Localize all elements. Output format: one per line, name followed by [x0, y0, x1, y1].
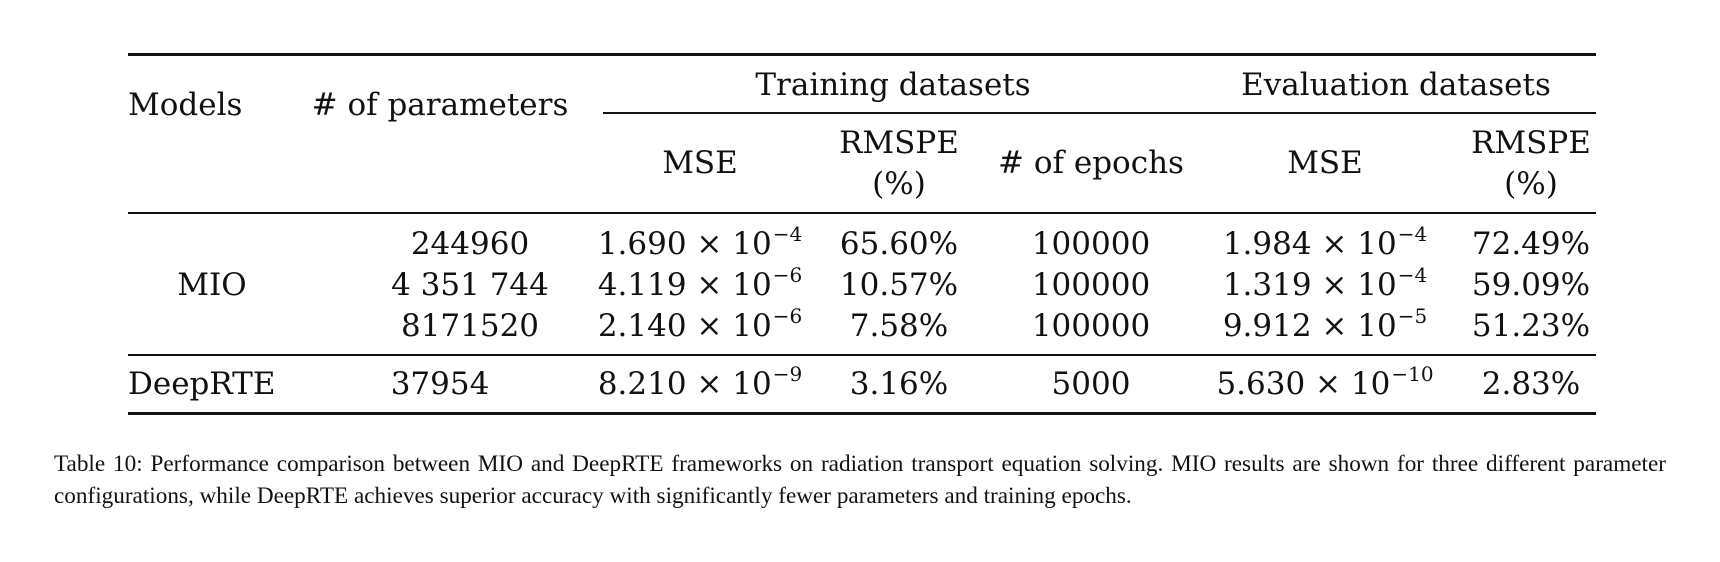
table-cell-train-rmspe: 10.57%: [839, 267, 959, 303]
group-separator-rule: [128, 354, 1596, 356]
table-cell-eval-rmspe: 51.23%: [1471, 308, 1591, 344]
table-cell-eval-mse: 9.912 × 10−5: [1222, 304, 1428, 344]
header-eval-rmspe: RMSPE: [1471, 125, 1591, 161]
table-cell-eval-mse: 1.984 × 10−4: [1222, 222, 1428, 262]
table-cell-train-mse: 4.119 × 10−6: [597, 263, 803, 303]
header-eval-rmspe-unit: (%): [1504, 166, 1558, 202]
header-evaluation-datasets: Evaluation datasets: [1241, 67, 1551, 103]
top-rule: [128, 53, 1596, 56]
header-epochs: # of epochs: [998, 145, 1184, 181]
header-training-datasets: Training datasets: [755, 67, 1031, 103]
table-cell-eval-rmspe: 72.49%: [1471, 226, 1591, 262]
table-caption: Table 10: Performance comparison between…: [54, 451, 1666, 509]
table-cell-epochs: 5000: [1051, 366, 1131, 402]
table-cell-train-rmspe: 7.58%: [849, 308, 949, 344]
table-cell-train-mse: 2.140 × 10−6: [597, 304, 803, 344]
table-cell-epochs: 100000: [1031, 267, 1151, 303]
header-train-rmspe-unit: (%): [872, 166, 926, 202]
header-midrule: [128, 212, 1596, 214]
row-label-mio: MIO: [177, 267, 247, 303]
table-cell-eval-mse: 5.630 × 10−10: [1216, 362, 1434, 402]
table-cell-epochs: 100000: [1031, 308, 1151, 344]
table-cell-params: 4 351 744: [391, 267, 549, 303]
table-cell-train-rmspe: 3.16%: [849, 366, 949, 402]
table-cell-eval-rmspe: 2.83%: [1481, 366, 1581, 402]
table-cell-params: 37954: [390, 366, 490, 402]
header-parameters: # of parameters: [311, 87, 569, 123]
header-train-rmspe: RMSPE: [839, 125, 959, 161]
header-eval-mse: MSE: [1287, 145, 1363, 181]
table-cell-eval-mse: 1.319 × 10−4: [1222, 263, 1428, 303]
table-cell-epochs: 100000: [1031, 226, 1151, 262]
table-cell-train-mse: 8.210 × 10−9: [597, 362, 803, 402]
bottom-rule: [128, 412, 1596, 415]
header-models: Models: [128, 87, 243, 123]
table-cell-params: 244960: [410, 226, 530, 262]
table-cell-eval-rmspe: 59.09%: [1471, 267, 1591, 303]
group-cmidrule: [603, 112, 1596, 114]
table-cell-train-mse: 1.690 × 10−4: [597, 222, 803, 262]
header-train-mse: MSE: [662, 145, 738, 181]
table-cell-train-rmspe: 65.60%: [839, 226, 959, 262]
row-label-deeprte: DeepRTE: [128, 366, 276, 402]
table-cell-params: 8171520: [400, 308, 540, 344]
